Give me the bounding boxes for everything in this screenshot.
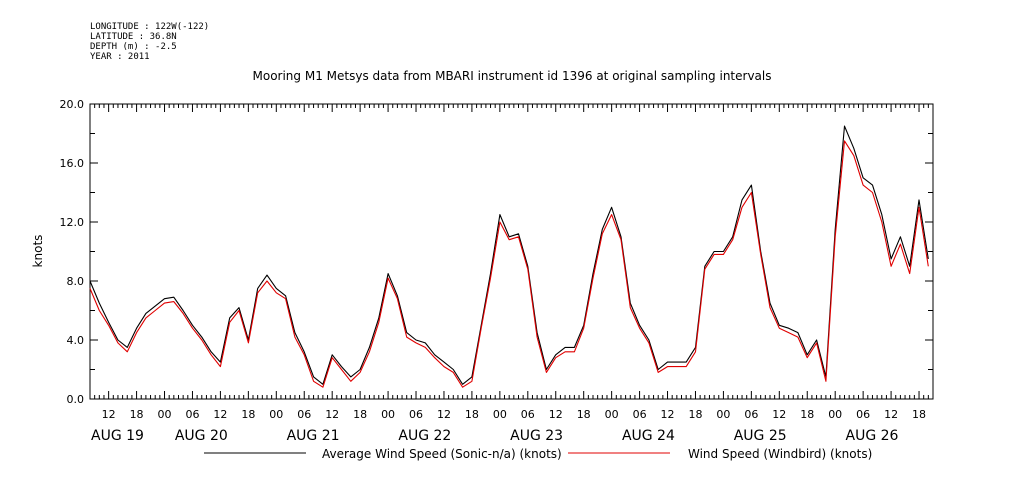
y-tick-labels: 0.0 4.0 8.0 12.0 16.0 20.0: [60, 98, 85, 406]
x-hour-label: 12: [884, 408, 898, 421]
x-hour-label: 00: [493, 408, 507, 421]
x-day-label: AUG 23: [510, 428, 563, 444]
x-hour-label: 06: [409, 408, 423, 421]
metadata-block: LONGITUDE : 122W(-122) LATITUDE : 36.8N …: [90, 22, 209, 62]
x-tick-labels: 12 18 00 06 12 18 00 06 12 18 00 06 12 18 00 06 12 18 00 06…: [91, 408, 926, 444]
x-hour-label: 12: [102, 408, 116, 421]
y-tick-label: 0.0: [67, 393, 85, 406]
x-hour-label: 06: [744, 408, 758, 421]
longitude-label: LONGITUDE : 122W(-122): [90, 22, 210, 32]
x-hour-label: 12: [437, 408, 451, 421]
x-hour-label: 00: [269, 408, 283, 421]
latitude-label: LATITUDE : 36.8N: [90, 32, 177, 42]
x-day-label: AUG 21: [287, 428, 340, 444]
depth-label: DEPTH (m) : -2.5: [90, 42, 177, 52]
x-hour-label: 12: [213, 408, 227, 421]
x-hour-label: 18: [912, 408, 926, 421]
x-hour-label: 18: [800, 408, 814, 421]
x-hour-label: 18: [688, 408, 702, 421]
legend-label-windbird: Wind Speed (Windbird) (knots): [688, 447, 872, 461]
x-hour-label: 18: [241, 408, 255, 421]
series-line-windbird-wind-speed: [89, 140, 929, 388]
x-hour-label: 18: [353, 408, 367, 421]
plot-frame: [89, 103, 934, 400]
legend-label-average: Average Wind Speed (Sonic-n/a) (knots): [322, 447, 562, 461]
x-hour-label: 00: [158, 408, 172, 421]
x-day-label: AUG 20: [175, 428, 228, 444]
x-day-label: AUG 25: [734, 428, 787, 444]
x-hour-label: 06: [297, 408, 311, 421]
x-hour-label: 12: [325, 408, 339, 421]
y-tick-label: 16.0: [60, 157, 85, 170]
x-hour-label: 12: [661, 408, 675, 421]
x-day-label: AUG 26: [846, 428, 899, 444]
x-hour-label: 06: [633, 408, 647, 421]
y-tick-label: 12.0: [60, 216, 85, 229]
chart-title: Mooring M1 Metsys data from MBARI instru…: [253, 69, 772, 83]
axis-ticks: [89, 103, 934, 400]
x-hour-label: 12: [772, 408, 786, 421]
x-hour-label: 18: [577, 408, 591, 421]
y-tick-label: 4.0: [67, 334, 85, 347]
x-day-label: AUG 19: [91, 428, 144, 444]
y-axis-label: knots: [31, 235, 45, 268]
x-hour-label: 12: [549, 408, 563, 421]
year-label: YEAR : 2011: [90, 52, 150, 62]
series-line-average-wind-speed: [89, 125, 929, 385]
x-hour-label: 00: [716, 408, 730, 421]
x-hour-label: 06: [521, 408, 535, 421]
y-tick-label: 20.0: [60, 98, 85, 111]
x-hour-label: 18: [130, 408, 144, 421]
x-day-label: AUG 24: [622, 428, 675, 444]
x-day-label: AUG 22: [398, 428, 451, 444]
x-hour-label: 00: [828, 408, 842, 421]
series-layer: [89, 125, 929, 388]
x-hour-label: 06: [856, 408, 870, 421]
x-hour-label: 06: [185, 408, 199, 421]
x-hour-label: 00: [605, 408, 619, 421]
x-hour-label: 18: [465, 408, 479, 421]
y-tick-label: 8.0: [67, 275, 85, 288]
x-hour-label: 00: [381, 408, 395, 421]
